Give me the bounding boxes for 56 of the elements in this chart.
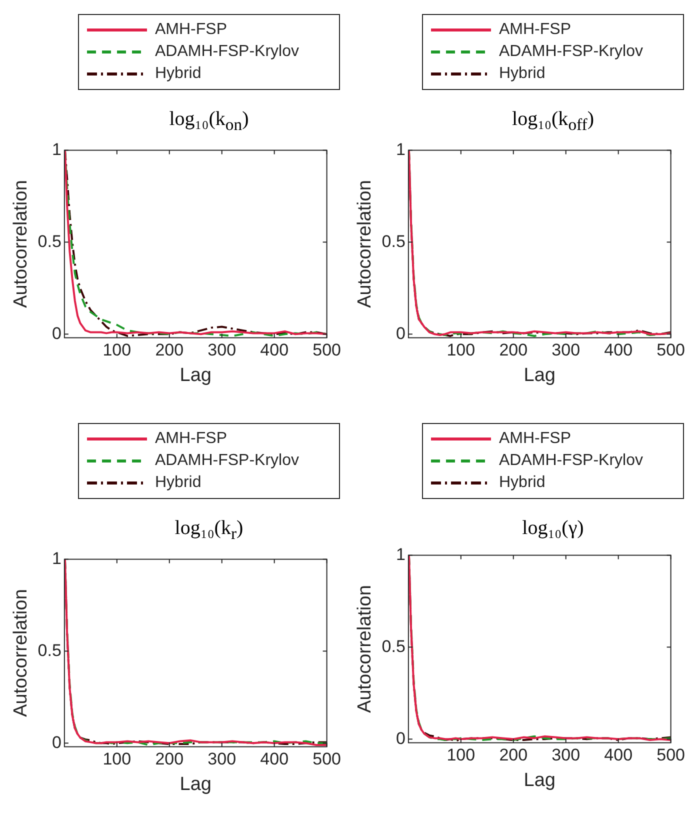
x-tick-label: 500 [312, 340, 342, 360]
y-tick-label: 0 [52, 324, 62, 343]
y-axis-title: Autocorrelation [354, 585, 376, 713]
y-tick-label: 0 [52, 732, 62, 752]
x-tick-label: 400 [604, 340, 633, 360]
legend-label: AMH-FSP [155, 21, 227, 39]
x-tick-label: 100 [446, 746, 476, 765]
y-tick-label: 0.5 [382, 232, 406, 251]
x-tick-label: 200 [155, 340, 184, 360]
legend-label: Hybrid [499, 474, 546, 492]
x-tick-label: 300 [552, 746, 580, 765]
y-tick-label: 0 [396, 324, 406, 343]
legend-label: ADAMH-FSP-Krylov [155, 43, 300, 61]
x-axis-title: Lag [180, 364, 212, 386]
x-tick-label: 200 [499, 746, 528, 765]
x-axis-title: Lag [524, 364, 556, 386]
x-axis-title: Lag [524, 770, 556, 791]
x-tick-label: 100 [102, 750, 132, 769]
y-tick-label: 0.5 [382, 636, 406, 656]
legend-label: AMH-FSP [499, 430, 571, 448]
legend-label: ADAMH-FSP-Krylov [499, 452, 644, 470]
x-tick-label: 300 [552, 340, 580, 360]
y-tick-label: 1 [396, 140, 406, 159]
y-tick-label: 0.5 [38, 232, 62, 251]
x-tick-label: 200 [499, 340, 528, 360]
legend-label: AMH-FSP [155, 430, 227, 448]
y-axis-title: Autocorrelation [10, 589, 32, 717]
x-tick-label: 300 [208, 340, 236, 360]
legend-label: ADAMH-FSP-Krylov [155, 452, 300, 470]
y-tick-label: 1 [52, 548, 62, 568]
y-tick-label: 0.5 [38, 640, 62, 660]
x-tick-label: 100 [102, 340, 132, 360]
chart-title: log₁₀(k$_{on}$) [168, 108, 250, 135]
x-axis-title: Lag [180, 774, 212, 795]
x-tick-label: 300 [208, 750, 236, 769]
y-axis-title: Autocorrelation [354, 180, 376, 308]
chart-title: log₁₀(γ) [521, 517, 585, 540]
legend-label: Hybrid [155, 65, 202, 83]
x-tick-label: 500 [656, 746, 686, 765]
chart-title: log₁₀(k$_{off}$) [511, 108, 595, 135]
y-axis-title: Autocorrelation [10, 180, 32, 308]
legend-label: AMH-FSP [499, 21, 571, 39]
y-tick-label: 1 [396, 544, 406, 564]
y-tick-label: 1 [52, 140, 62, 159]
x-tick-label: 200 [155, 750, 184, 769]
x-tick-label: 500 [656, 340, 686, 360]
x-tick-label: 400 [260, 750, 289, 769]
legend-label: Hybrid [499, 65, 546, 83]
x-tick-label: 400 [260, 340, 289, 360]
y-tick-label: 0 [396, 728, 406, 748]
legend-label: ADAMH-FSP-Krylov [499, 43, 644, 61]
x-tick-label: 500 [312, 750, 342, 769]
x-tick-label: 100 [446, 340, 476, 360]
chart-title: log₁₀(k$_{r}$) [174, 517, 244, 544]
legend-label: Hybrid [155, 474, 202, 492]
x-tick-label: 400 [604, 746, 633, 765]
